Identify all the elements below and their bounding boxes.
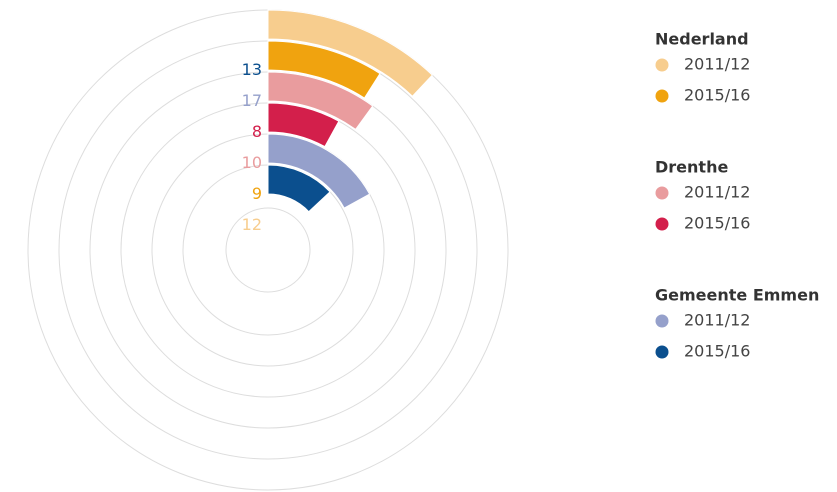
legend-label: 2011/12 (684, 311, 750, 330)
legend-marker (655, 345, 669, 359)
value-label: 9 (252, 184, 262, 203)
radial-bar (267, 102, 340, 148)
radial-bar (267, 133, 371, 209)
legend-marker (655, 89, 669, 103)
grid-circle (225, 207, 311, 293)
legend-label: 2015/16 (684, 86, 750, 105)
radial-bar (267, 9, 433, 97)
legend-marker (655, 186, 669, 200)
legend-marker (655, 217, 669, 231)
value-label: 8 (252, 122, 262, 141)
legend-marker (655, 58, 669, 72)
legend-group-title: Nederland (655, 30, 749, 49)
radial-bar (267, 71, 374, 131)
value-label: 12 (242, 215, 262, 234)
legend-group-title: Drenthe (655, 158, 728, 177)
legend-label: 2015/16 (684, 214, 750, 233)
legend-label: 2011/12 (684, 55, 750, 74)
radial-bar (267, 164, 331, 213)
value-label: 13 (242, 60, 262, 79)
legend-group-title: Gemeente Emmen (655, 286, 819, 305)
legend-marker (655, 314, 669, 328)
legend-label: 2015/16 (684, 342, 750, 361)
value-label: 10 (242, 153, 262, 172)
radial-bar (267, 40, 381, 99)
value-label: 17 (242, 91, 262, 110)
legend-label: 2011/12 (684, 183, 750, 202)
